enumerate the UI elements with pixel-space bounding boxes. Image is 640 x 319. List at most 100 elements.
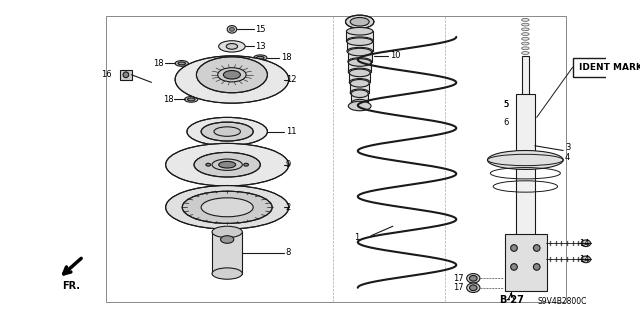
Text: 14: 14	[579, 255, 590, 264]
Ellipse shape	[212, 226, 243, 238]
Ellipse shape	[212, 268, 243, 279]
Ellipse shape	[223, 70, 241, 79]
Ellipse shape	[347, 38, 372, 45]
Ellipse shape	[349, 78, 370, 86]
Text: 4: 4	[565, 152, 570, 162]
Bar	[349, 73, 370, 82]
Bar	[348, 42, 373, 51]
Ellipse shape	[201, 198, 253, 217]
Bar	[573, 58, 640, 77]
Text: 13: 13	[255, 42, 266, 51]
Ellipse shape	[488, 151, 563, 169]
Ellipse shape	[351, 100, 368, 107]
Bar	[348, 63, 371, 72]
Ellipse shape	[187, 117, 268, 146]
Ellipse shape	[166, 144, 289, 186]
Ellipse shape	[467, 283, 480, 293]
Text: 18: 18	[163, 95, 173, 104]
Bar	[106, 16, 566, 302]
Ellipse shape	[212, 159, 243, 170]
Text: 18: 18	[153, 59, 164, 68]
Ellipse shape	[346, 15, 374, 28]
Ellipse shape	[522, 47, 529, 50]
Ellipse shape	[511, 263, 517, 270]
Ellipse shape	[123, 72, 129, 78]
Ellipse shape	[522, 42, 529, 45]
Ellipse shape	[470, 285, 477, 291]
Text: 10: 10	[390, 51, 401, 60]
Bar	[348, 52, 372, 62]
Bar	[504, 234, 547, 291]
Bar	[516, 94, 535, 236]
Ellipse shape	[175, 56, 289, 103]
Ellipse shape	[522, 33, 529, 35]
Text: 15: 15	[255, 25, 266, 34]
Ellipse shape	[182, 191, 272, 223]
Text: 8: 8	[286, 248, 291, 257]
Ellipse shape	[348, 48, 372, 56]
Ellipse shape	[522, 19, 529, 21]
Ellipse shape	[348, 58, 372, 65]
Ellipse shape	[194, 152, 260, 177]
Ellipse shape	[178, 62, 186, 65]
Ellipse shape	[348, 101, 371, 111]
Ellipse shape	[346, 37, 373, 44]
Ellipse shape	[257, 56, 264, 59]
Text: 3: 3	[565, 143, 570, 152]
Ellipse shape	[226, 44, 237, 49]
Ellipse shape	[581, 256, 591, 263]
Ellipse shape	[467, 274, 480, 283]
Ellipse shape	[522, 52, 529, 55]
Text: 16: 16	[101, 70, 112, 79]
Text: 1: 1	[355, 233, 360, 242]
Text: 17: 17	[453, 274, 464, 283]
Text: 11: 11	[286, 127, 296, 136]
Bar	[346, 31, 373, 41]
Ellipse shape	[533, 263, 540, 270]
Ellipse shape	[196, 57, 268, 93]
Ellipse shape	[522, 37, 529, 40]
Text: B-27: B-27	[499, 295, 524, 305]
Ellipse shape	[349, 69, 370, 77]
Text: IDENT MARK: IDENT MARK	[579, 63, 640, 72]
Ellipse shape	[511, 245, 517, 251]
Bar	[522, 56, 529, 189]
Bar	[351, 94, 368, 103]
Ellipse shape	[227, 26, 237, 33]
Ellipse shape	[581, 240, 591, 247]
Ellipse shape	[519, 105, 532, 111]
Ellipse shape	[348, 59, 371, 66]
Text: FR.: FR.	[62, 281, 80, 291]
Ellipse shape	[253, 55, 267, 61]
Text: 18: 18	[281, 53, 292, 62]
Ellipse shape	[218, 68, 246, 82]
Text: 12: 12	[286, 75, 296, 84]
Ellipse shape	[188, 98, 195, 101]
Ellipse shape	[166, 186, 289, 229]
Ellipse shape	[348, 68, 371, 76]
Ellipse shape	[350, 89, 369, 97]
Ellipse shape	[184, 97, 198, 102]
Ellipse shape	[347, 47, 372, 55]
Bar	[519, 117, 532, 127]
Text: 5: 5	[503, 100, 508, 109]
Ellipse shape	[201, 122, 253, 141]
Bar	[120, 70, 132, 79]
Ellipse shape	[522, 23, 529, 26]
Ellipse shape	[230, 27, 234, 31]
Ellipse shape	[470, 275, 477, 281]
Ellipse shape	[351, 90, 368, 98]
Ellipse shape	[533, 245, 540, 251]
Ellipse shape	[522, 28, 529, 31]
Ellipse shape	[219, 41, 245, 52]
Text: 17: 17	[453, 283, 464, 292]
Text: S9V4B2800C: S9V4B2800C	[538, 297, 587, 307]
Text: 6: 6	[503, 118, 508, 127]
Ellipse shape	[219, 161, 236, 168]
Ellipse shape	[350, 79, 369, 87]
Ellipse shape	[214, 127, 241, 136]
Ellipse shape	[346, 27, 373, 35]
Ellipse shape	[350, 18, 369, 26]
Bar	[350, 83, 369, 93]
Text: 9: 9	[286, 160, 291, 169]
